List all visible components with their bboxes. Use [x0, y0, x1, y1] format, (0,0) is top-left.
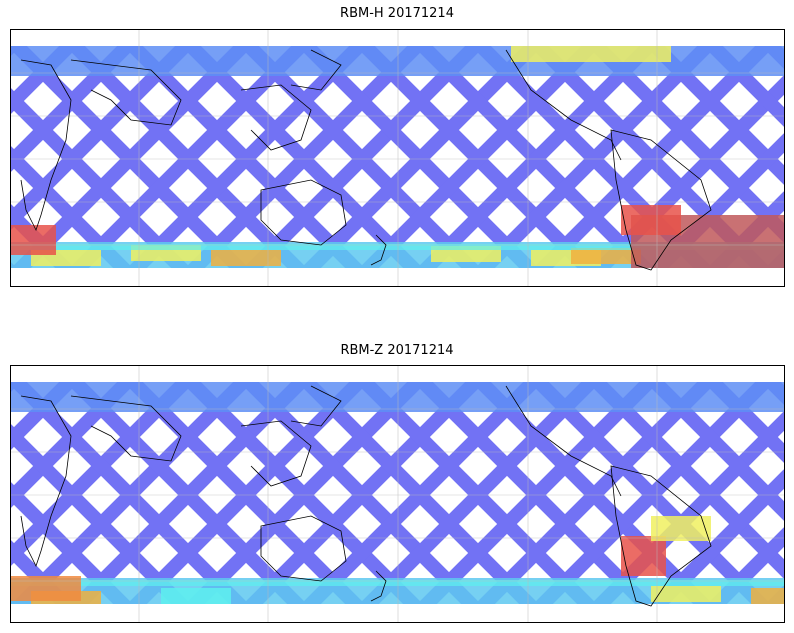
coastline-path	[240, 84, 312, 151]
coastline-path	[290, 49, 342, 91]
gridlines	[11, 30, 784, 286]
band-edge	[11, 580, 784, 586]
coastline-path	[70, 59, 182, 126]
anomaly-hotspot	[621, 205, 681, 235]
coastline-path	[20, 59, 72, 232]
map-rbm-z	[10, 365, 785, 623]
coastline-path	[260, 179, 347, 246]
band-highlight	[161, 588, 231, 604]
gridlines	[11, 366, 784, 622]
coastline-path	[505, 385, 622, 497]
coastline-path	[20, 395, 72, 568]
coastline-path	[610, 465, 712, 607]
coastline-path	[370, 234, 387, 266]
coastline-path	[290, 385, 342, 427]
panel-title-rbm-z: RBM-Z 20171214	[340, 343, 454, 358]
coastline-path	[240, 420, 312, 487]
coastlines	[20, 385, 712, 607]
band-edge	[11, 244, 784, 250]
anomaly-hotspot	[11, 225, 56, 255]
map-canvas	[11, 30, 784, 286]
coastline-path	[370, 570, 387, 602]
coastline-path	[70, 395, 182, 462]
band-highlight	[751, 588, 784, 604]
panel-title-rbm-h: RBM-H 20171214	[340, 6, 454, 21]
north-band	[11, 382, 784, 412]
band-highlight	[571, 248, 641, 264]
anomaly-hotspot	[621, 536, 666, 576]
anomaly-hotspot	[651, 516, 711, 541]
anomaly-hotspot	[11, 576, 81, 601]
coastlines	[20, 49, 712, 271]
band-highlight	[211, 250, 281, 266]
coastline-path	[610, 129, 712, 271]
band-highlight	[651, 586, 721, 602]
anomaly-hotspot	[511, 46, 671, 62]
map-canvas	[11, 366, 784, 622]
coastline-path	[505, 49, 622, 161]
coastline-path	[260, 515, 347, 582]
map-rbm-h	[10, 29, 785, 287]
